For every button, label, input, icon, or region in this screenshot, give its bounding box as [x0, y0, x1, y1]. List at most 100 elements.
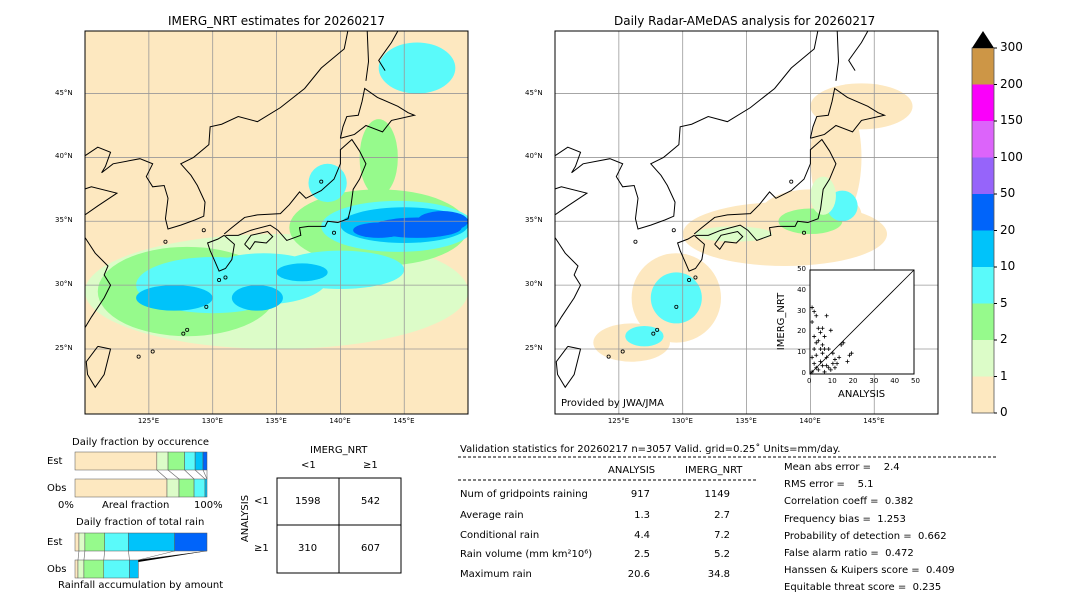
contingency-table	[276, 477, 402, 574]
colorbar-segment	[972, 340, 994, 377]
scatter-point	[822, 369, 827, 374]
cell-false-alarm: 542	[361, 496, 381, 507]
stats-col-analysis: ANALYSIS	[608, 465, 656, 476]
map-frame	[84, 30, 469, 415]
scatter-point	[810, 355, 815, 360]
bar-segment-obs	[77, 559, 85, 579]
scatter-point	[824, 363, 829, 368]
map-content	[85, 31, 468, 414]
bar-segment-est	[74, 532, 80, 552]
lon-tick-label: 135°E	[265, 417, 287, 425]
stats-row-label: Num of gridpoints raining	[460, 489, 588, 500]
scatter-inset	[809, 269, 915, 375]
rain-area	[810, 176, 836, 215]
coastline	[85, 186, 119, 329]
island	[217, 278, 222, 283]
scatter-point	[818, 359, 823, 364]
scatter-point	[810, 320, 815, 324]
right-map-title: Daily Radar-AMeDAS analysis for 20260217	[614, 14, 876, 28]
lon-tick-label: 125°E	[137, 417, 160, 425]
bar-connector	[156, 469, 168, 480]
lon-tick-label: 125°E	[607, 417, 630, 425]
scatter-point	[828, 328, 833, 333]
rain-area	[308, 163, 347, 203]
lon-tick-label: 130°E	[671, 417, 693, 425]
bar-connector	[202, 469, 208, 480]
lat-tick-label: 45°N	[55, 88, 73, 97]
scatter-point	[824, 313, 829, 318]
lon-tick-label: 135°E	[735, 417, 757, 425]
contingency-row-title: ANALYSIS	[240, 494, 252, 543]
scatter-point	[820, 351, 825, 356]
island	[633, 239, 638, 244]
stats-row-imerg: 5.2	[714, 549, 730, 560]
stats-row-analysis: 4.4	[634, 530, 650, 541]
bar-scale-connector	[138, 551, 207, 562]
coastline	[835, 31, 839, 81]
bar-segment-obs	[74, 559, 79, 579]
bar-connector	[138, 550, 175, 561]
stats-row-imerg: 2.7	[714, 510, 730, 521]
lat-tick-label: 40°N	[525, 152, 543, 161]
scatter-x-tick: 10	[827, 377, 837, 385]
scatter-x-tick: 20	[848, 377, 858, 385]
scatter-y-tick: 20	[797, 327, 806, 336]
colorbar-segment	[972, 48, 994, 85]
scatter-point	[837, 355, 842, 360]
rain-area	[625, 325, 664, 347]
scatter-x-tick: 40	[890, 377, 900, 385]
occurrence-est-label: Est	[47, 456, 63, 467]
bar-connector	[77, 550, 80, 561]
rain-fraction-chart	[74, 532, 208, 579]
occurrence-xlabel: Areal fraction	[102, 500, 170, 511]
coastline	[206, 234, 235, 272]
rainfrac-title: Daily fraction of total rain	[76, 517, 205, 528]
contingency-col-title: IMERG_NRT	[310, 445, 368, 456]
colorbar-label: 150	[1000, 113, 1023, 127]
bar-segment-obs	[166, 478, 180, 498]
lon-tick-label: 130°E	[201, 417, 223, 425]
island	[651, 331, 656, 336]
scatter-point	[830, 351, 835, 356]
stats-score: RMS error = 5.1	[784, 479, 874, 491]
colorbar-label: 5	[1000, 295, 1008, 310]
scatter-x-tick: 0	[807, 377, 812, 385]
bar-segment-est	[156, 451, 169, 471]
scatter-reference-line	[809, 269, 915, 375]
colorbar-segment	[972, 121, 994, 158]
island	[332, 230, 337, 235]
colorbar-label: 20	[1000, 222, 1016, 237]
cell-hit-none: 1598	[295, 496, 321, 507]
coastline	[339, 87, 417, 139]
colorbar-label: 0	[1000, 405, 1008, 419]
bar-segment-est	[194, 451, 204, 471]
stats-score: False alarm ratio = 0.472	[784, 548, 914, 559]
rain-area	[276, 263, 328, 282]
lat-tick-label: 35°N	[55, 216, 73, 225]
contingency-row-label-ge1: ≥1	[254, 543, 269, 554]
scatter-point	[841, 340, 846, 345]
scatter-point	[810, 305, 815, 310]
stats-row-label: Conditional rain	[460, 530, 540, 541]
scatter-point	[845, 359, 850, 364]
scatter-point	[814, 353, 819, 358]
scatter-point	[822, 334, 827, 339]
scatter-point	[822, 347, 827, 352]
colorbar-segment	[972, 303, 994, 340]
bar-connector	[184, 469, 195, 480]
scatter-point	[816, 367, 821, 372]
cell-hit: 607	[361, 543, 381, 554]
bar-connector	[128, 550, 130, 561]
stats-score: Probability of detection = 0.662	[784, 530, 947, 542]
lon-tick-label: 140°E	[799, 417, 821, 425]
island	[687, 278, 692, 283]
rain-area	[136, 285, 213, 311]
scatter-point	[826, 347, 831, 352]
scatter-point	[839, 342, 844, 347]
scatter-y-tick: 50	[797, 265, 806, 273]
scatter-x-tick: 30	[869, 377, 879, 385]
bar-connector	[167, 469, 180, 480]
coastline	[85, 345, 112, 389]
bar-segment-obs	[83, 559, 105, 579]
colorbar-label: 10	[1000, 259, 1016, 273]
